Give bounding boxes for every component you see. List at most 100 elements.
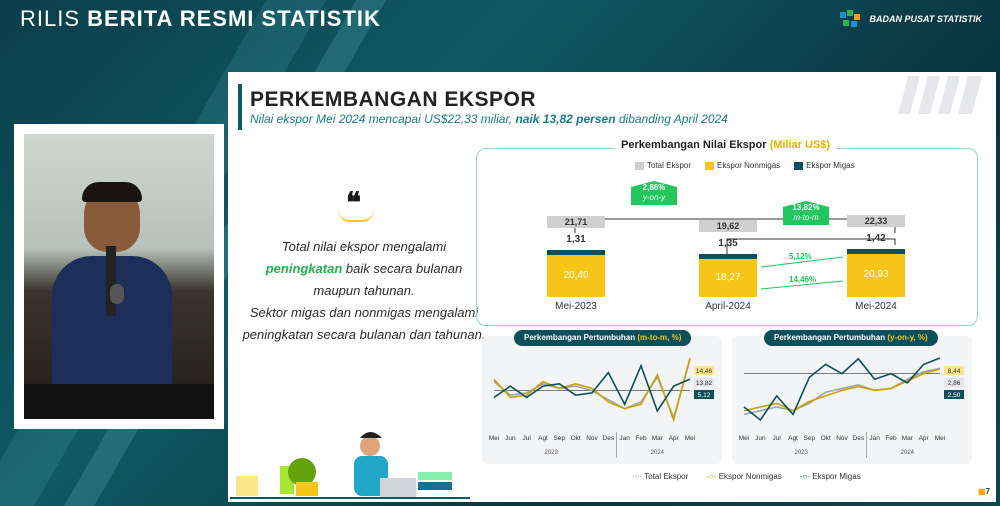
end-value-tag	[694, 378, 714, 387]
year-label: 2024	[651, 450, 665, 456]
month-label: Jan	[869, 435, 880, 442]
series-line-0	[743, 367, 941, 416]
month-label: Des	[603, 435, 615, 442]
month-label: Sep	[804, 435, 816, 442]
speaker-video-frame	[24, 134, 214, 419]
growth-legend: -○- Total Ekspor -○- Ekspor Nonmigas -○-…	[632, 472, 861, 481]
title-accent-bar	[238, 84, 242, 130]
bar-migas	[699, 254, 757, 260]
bar-nonmigas	[699, 259, 757, 297]
export-chart-legend: Total Ekspor Ekspor Nonmigas Ekspor Miga…	[635, 161, 855, 170]
end-value-tag	[944, 378, 964, 387]
org-name: BADAN PUSAT STATISTIK	[869, 14, 983, 24]
month-label: Okt	[821, 435, 831, 442]
end-value-tag	[694, 390, 714, 399]
end-value-tag	[694, 366, 714, 375]
bar-migas-label: 1,42	[866, 232, 886, 244]
month-label: Des	[853, 435, 865, 442]
month-label: Feb	[885, 435, 897, 442]
export-value-chart: Perkembangan Nilai Ekspor (Miliar US$) T…	[476, 139, 978, 326]
month-label: Mar	[652, 435, 664, 442]
mtm-badge: 13,82% m-to-m	[783, 201, 829, 225]
desk	[24, 384, 214, 419]
month-label: Jul	[773, 435, 782, 442]
legend-nonmigas: Ekspor Nonmigas	[705, 161, 780, 170]
presentation-slide: PERKEMBANGAN EKSPOR Nilai ekspor Mei 202…	[228, 72, 996, 502]
x-axis-label: Mei-2023	[555, 301, 597, 312]
bar-migas	[847, 248, 905, 254]
bps-logo-icon	[839, 10, 860, 27]
bar-nonmigas-label: 20,40	[563, 269, 589, 281]
month-label: Jun	[505, 435, 516, 442]
series-line-2	[493, 363, 691, 413]
bar-nonmigas-label: 20,93	[863, 269, 889, 281]
end-value-label: 2,86	[948, 380, 961, 387]
series-line-1	[743, 368, 941, 412]
header-title: RILIS BERITA RESMI STATISTIK	[20, 6, 381, 32]
year-label: 2024	[901, 450, 915, 456]
legend-total: Total Ekspor	[635, 161, 691, 170]
month-label: Sep	[554, 435, 566, 442]
year-label: 2023	[544, 450, 558, 456]
migas-growth-label: 5,12%	[789, 252, 812, 261]
nonmigas-growth-label: 14,46%	[789, 275, 817, 284]
microphone-icon	[110, 284, 124, 304]
year-label: 2023	[794, 450, 808, 456]
month-label: Mei	[489, 435, 499, 442]
mtm-connector	[726, 238, 896, 257]
bar-migas-label: 1,35	[718, 238, 738, 250]
yoy-line-svg: Mei Jun Jul Agt Sep Okt Nov Des Jan Feb Mar Apr Mei 2…	[739, 357, 964, 458]
person-head-icon	[360, 436, 380, 456]
growth-legend-migas: -○- Ekspor Migas	[799, 472, 861, 481]
month-label: Mei	[685, 435, 695, 442]
presenter-illustration	[230, 432, 470, 499]
end-value-label: 8,44	[948, 368, 961, 375]
month-label: Jan	[619, 435, 630, 442]
bar-nonmigas	[847, 253, 905, 297]
migas-growth-arrow	[760, 256, 844, 268]
month-label: Mar	[902, 435, 914, 442]
month-label: Agt	[538, 435, 548, 442]
series-line-1	[493, 357, 691, 423]
slide-subtitle: Nilai ekspor Mei 2024 mencapai US$22,33 …	[250, 112, 728, 126]
speaker-video	[14, 124, 224, 429]
header-title-prefix: RILIS	[20, 6, 81, 31]
month-label: Nov	[836, 435, 848, 442]
month-label: Feb	[635, 435, 647, 442]
series-line-2	[743, 357, 941, 422]
bar-total-label: 19,62	[699, 220, 757, 233]
bar-total-label: 22,33	[847, 214, 905, 227]
page-number: ▦7	[977, 487, 990, 496]
legend-migas: Ekspor Migas	[794, 161, 855, 170]
bar-migas	[547, 249, 605, 255]
month-label: Okt	[571, 435, 581, 442]
growth-legend-nonmigas: -○- Ekspor Nonmigas	[706, 472, 782, 481]
export-chart-title: Perkembangan Nilai Ekspor (Miliar US$)	[615, 139, 837, 151]
laptop-icon	[380, 478, 416, 498]
bps-mini-logo-icon: ▦	[977, 487, 986, 496]
month-label: Jul	[523, 435, 532, 442]
bar-nonmigas	[547, 254, 605, 297]
bar-nonmigas-label: 18,27	[715, 272, 741, 284]
x-axis-label: April-2024	[705, 301, 751, 312]
slide-title: PERKEMBANGAN EKSPOR	[250, 88, 537, 111]
yoy-chart-title: Perkembangan Pertumbuhan (y-on-y, %)	[764, 330, 938, 346]
end-value-label: 2,50	[948, 392, 961, 399]
bps-stripe-decoration	[898, 76, 982, 114]
end-value-label: 5,12	[698, 392, 711, 399]
speaker-silhouette	[52, 182, 172, 396]
mtm-line-svg: Mei Jun Jul Agt Sep Okt Nov Des Jan Feb Mar Apr Mei 2…	[489, 357, 714, 458]
growth-legend-total: -○- Total Ekspor	[632, 472, 689, 481]
yoy-badge: 2,86% y-on-y	[631, 181, 677, 205]
month-label: Apr	[669, 435, 680, 442]
bps-logo: BADAN PUSAT STATISTIK	[838, 8, 983, 30]
growth-mtm-chart: Perkembangan Pertumbuhan (m-to-m, %) Mei…	[482, 330, 722, 464]
end-value-label: 13,82	[696, 380, 713, 387]
quote-underline	[338, 210, 374, 222]
month-label: Agt	[788, 435, 798, 442]
bar-total-label: 21,71	[547, 215, 605, 228]
growth-yoy-chart: Perkembangan Pertumbuhan (y-on-y, %) Mei…	[732, 330, 972, 464]
nonmigas-growth-arrow	[760, 280, 844, 290]
mtm-chart-title: Perkembangan Pertumbuhan (m-to-m, %)	[514, 330, 692, 346]
quote-text: Total nilai ekspor mengalami peningkatan…	[242, 239, 486, 342]
